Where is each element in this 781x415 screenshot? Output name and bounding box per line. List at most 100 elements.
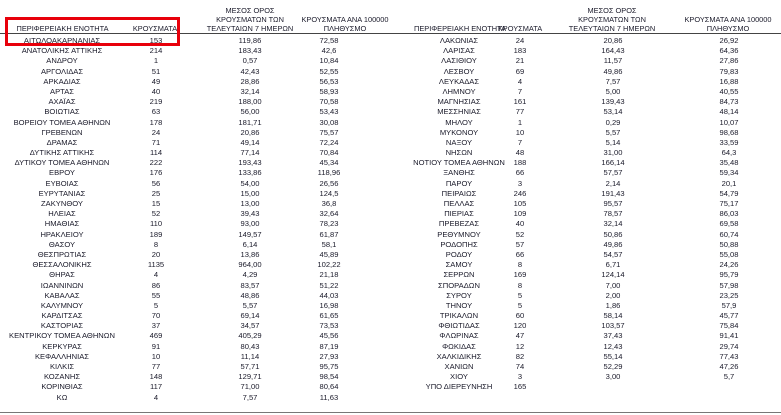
avg7-cell: 3,00 <box>605 372 621 382</box>
per100k-cell: 78,23 <box>319 219 339 229</box>
cases-cell: 37 <box>151 321 161 331</box>
cases-cell: 8 <box>153 239 159 249</box>
avg7-cell: 32,14 <box>240 86 260 96</box>
per100k-cell: 87,19 <box>319 341 339 351</box>
avg7-cell: 7,00 <box>605 280 621 290</box>
cases-cell: 77 <box>515 107 525 117</box>
cases-cell: 52 <box>515 229 525 239</box>
avg7-cell: 11,57 <box>603 56 623 66</box>
table-row: ΜΥΚΟΝΟΥ 10 5,57 98,68 <box>390 128 781 138</box>
avg7-cell: 69,14 <box>240 311 260 321</box>
avg7-cell: 1,86 <box>605 300 621 310</box>
cases-cell: 222 <box>149 158 163 168</box>
cases-cell: 117 <box>149 382 163 392</box>
avg7-cell: 2,00 <box>605 290 621 300</box>
per100k-cell: 70,84 <box>319 148 339 158</box>
header-avg7: ΜΕΣΟΣ ΟΡΟΣ ΚΡΟΥΣΜΑΤΩΝ ΤΩΝ ΤΕΛΕΥΤΑΙΩΝ 7 Η… <box>568 6 656 33</box>
region-cell: ΚΑΣΤΟΡΙΑΣ <box>40 321 84 331</box>
avg7-cell: 188,00 <box>238 97 262 107</box>
region-cell: ΘΕΣΠΡΩΤΙΑΣ <box>37 249 87 259</box>
per100k-cell: 16,88 <box>719 76 739 86</box>
per100k-cell: 47,26 <box>719 362 739 371</box>
cases-cell: 56 <box>151 178 161 188</box>
region-cell: ΚΑΛΥΜΝΟΥ <box>40 300 84 310</box>
header-per100k: ΚΡΟΥΣΜΑΤΑ ΑΝΑ 100000 ΠΛΗΘΥΣΜΟ <box>684 15 772 33</box>
table-row: ΒΟΡΕΙΟΥ ΤΟΜΕΑ ΑΘΗΝΩΝ 178 181,71 30,08 <box>0 118 390 128</box>
cases-cell: 63 <box>151 107 161 117</box>
avg7-cell: 5,57 <box>605 127 621 137</box>
cases-cell: 219 <box>149 97 163 107</box>
cases-cell: 74 <box>515 362 525 371</box>
region-cell: ΚΟΡΙΝΘΙΑΣ <box>41 382 83 392</box>
cases-cell: 183 <box>513 46 527 56</box>
table-row: ΘΕΣΠΡΩΤΙΑΣ 20 13,86 45,89 <box>0 250 390 260</box>
per100k-cell: 80,64 <box>319 382 339 392</box>
region-cell: ΑΡΓΟΛΙΔΑΣ <box>40 66 84 76</box>
table-row: ΠΑΡΟΥ 3 2,14 20,1 <box>390 179 781 189</box>
avg7-cell: 78,57 <box>603 209 623 219</box>
table-row: ΕΥΒΟΙΑΣ 56 54,00 26,56 <box>0 179 390 189</box>
per100k-cell: 52,55 <box>319 66 339 76</box>
table-row: ΞΑΝΘΗΣ 66 57,57 59,34 <box>390 168 781 178</box>
avg7-cell: 119,86 <box>238 36 262 45</box>
cases-cell: 10 <box>151 351 161 361</box>
table-row: ΚΙΛΚΙΣ 77 57,71 95,75 <box>0 362 390 372</box>
cases-cell: 188 <box>513 158 527 168</box>
region-cell: ΑΙΤΩΛΟΑΚΑΡΝΑΝΙΑΣ <box>23 36 101 45</box>
per100k-cell: 45,34 <box>319 158 339 168</box>
region-cell: ΠΕΛΛΑΣ <box>443 199 475 208</box>
per100k-cell: 45,77 <box>719 311 739 321</box>
header-avg7: ΜΕΣΟΣ ΟΡΟΣ ΚΡΟΥΣΜΑΤΩΝ ΤΩΝ ΤΕΛΕΥΤΑΙΩΝ 7 Η… <box>206 6 294 33</box>
avg7-cell: 42,43 <box>240 66 260 76</box>
table-row: ΝΗΣΩΝ 48 31,00 64,3 <box>390 148 781 158</box>
region-cell: ΑΧΑΪΑΣ <box>48 97 76 107</box>
table-row: ΠΙΕΡΙΑΣ 109 78,57 86,03 <box>390 209 781 219</box>
table-row: ΚΟΡΙΝΘΙΑΣ 117 71,00 80,64 <box>0 382 390 392</box>
per100k-cell: 30,08 <box>319 117 339 127</box>
table-row: ΡΟΔΟΥ 66 54,57 55,08 <box>390 250 781 260</box>
region-cell: ΛΑΣΙΘΙΟΥ <box>441 56 477 66</box>
avg7-cell: 57,57 <box>603 168 623 178</box>
per100k-cell: 29,74 <box>719 341 739 351</box>
cases-cell: 8 <box>517 260 523 270</box>
table-row: ΗΡΑΚΛΕΙΟΥ 189 149,57 61,87 <box>0 230 390 240</box>
region-cell: ΛΕΥΚΑΔΑΣ <box>438 76 480 86</box>
per100k-cell: 75,57 <box>319 127 339 137</box>
table-row: ΜΕΣΣΗΝΙΑΣ 77 53,14 48,14 <box>390 107 781 117</box>
table-row: ΛΗΜΝΟΥ 7 5,00 40,55 <box>390 87 781 97</box>
per100k-cell: 53,43 <box>319 107 339 117</box>
table-row: ΛΑΡΙΣΑΣ 183 164,43 64,36 <box>390 46 781 56</box>
table-row: ΗΛΕΙΑΣ 52 39,43 32,64 <box>0 209 390 219</box>
per100k-cell: 60,74 <box>719 229 739 239</box>
table-row: ΣΑΜΟΥ 8 6,71 24,26 <box>390 260 781 270</box>
avg7-cell: 191,43 <box>601 188 625 198</box>
per100k-cell: 10,84 <box>319 56 339 66</box>
avg7-cell: 183,43 <box>238 46 262 56</box>
cases-cell: 21 <box>515 56 525 66</box>
avg7-cell: 5,14 <box>605 137 621 147</box>
table-row: ΕΒΡΟΥ 176 133,86 118,96 <box>0 168 390 178</box>
cases-cell: 24 <box>151 127 161 137</box>
table-row: ΛΕΣΒΟΥ 69 49,86 79,83 <box>390 67 781 77</box>
cases-cell: 69 <box>515 66 525 76</box>
region-cell: ΚΕΡΚΥΡΑΣ <box>42 341 82 351</box>
cases-cell: 8 <box>517 280 523 290</box>
avg7-cell: 49,86 <box>603 66 623 76</box>
avg7-cell: 5,57 <box>242 300 258 310</box>
cases-cell: 51 <box>151 66 161 76</box>
cases-cell: 52 <box>151 209 161 219</box>
avg7-cell: 0,57 <box>242 56 258 66</box>
cases-cell: 153 <box>149 36 163 45</box>
avg7-cell: 57,71 <box>240 362 260 371</box>
region-cell: ΣΥΡΟΥ <box>446 290 472 300</box>
cases-cell: 148 <box>149 372 163 382</box>
cases-cell: 169 <box>513 270 527 280</box>
left-rows: ΑΙΤΩΛΟΑΚΑΡΝΑΝΙΑΣ 153 119,86 72,58 ΑΝΑΤΟΛΙΚΗΣ… <box>0 36 390 403</box>
cases-cell: 469 <box>149 331 163 341</box>
region-cell: ΚΑΒΑΛΑΣ <box>44 290 80 300</box>
cases-cell: 12 <box>515 341 525 351</box>
region-cell: ΕΥΡΥΤΑΝΙΑΣ <box>38 188 86 198</box>
table-row: ΔΡΑΜΑΣ 71 49,14 72,24 <box>0 138 390 148</box>
region-cell: ΕΒΡΟΥ <box>49 168 75 178</box>
avg7-cell: 95,57 <box>603 199 623 208</box>
